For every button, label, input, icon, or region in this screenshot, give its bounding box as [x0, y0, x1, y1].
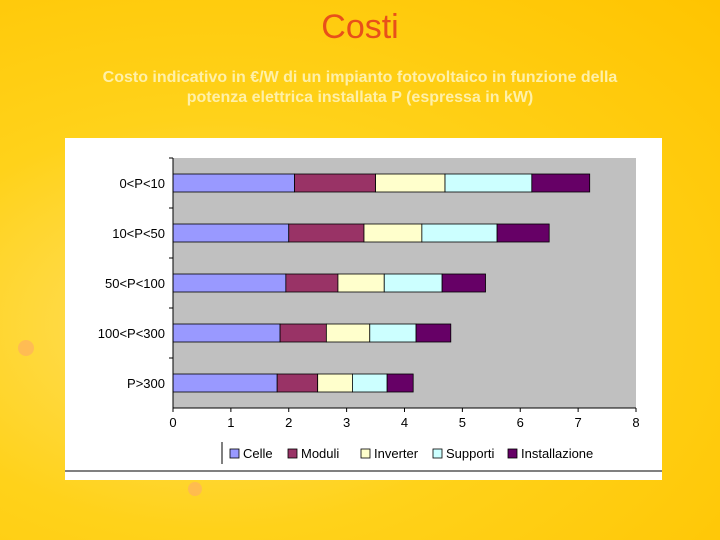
subtitle-line-2: potenza elettrica installata P (espressa… [186, 89, 534, 106]
y-tick-label-2: 50<P<100 [105, 276, 165, 291]
bar-moduli-2 [285, 273, 339, 293]
legend-swatch-installazione [507, 448, 518, 459]
slide-title: Costi [321, 8, 399, 46]
legend-swatch-moduli [287, 448, 298, 459]
x-tick-label-3: 3 [343, 415, 350, 430]
bar-inverter-3 [325, 323, 371, 343]
x-tick-label-8: 8 [632, 415, 639, 430]
y-tick-label-3: 100<P<300 [98, 326, 165, 341]
bar-inverter-0 [375, 173, 446, 193]
bar-installazione-4 [386, 373, 414, 393]
x-tick-label-6: 6 [517, 415, 524, 430]
bar-supporti-0 [444, 173, 533, 193]
bar-celle-2 [172, 273, 287, 293]
bar-moduli-3 [279, 323, 327, 343]
chart-panel: 0<P<10 10<P<50 50<P<100 100<P<300 P>300 0 1 2 3 4… [65, 138, 662, 480]
bar-installazione-1 [496, 223, 550, 243]
bar-supporti-4 [352, 373, 388, 393]
subtitle-line-1: Costo indicativo in €/W di un impianto f… [102, 69, 618, 86]
stacked-bar-chart: 0<P<10 10<P<50 50<P<100 100<P<300 P>300 0 1 2 3 4… [65, 157, 662, 472]
bar-moduli-0 [294, 173, 376, 193]
bar-inverter-4 [317, 373, 353, 393]
legend-label-moduli: Moduli [301, 446, 339, 461]
legend-label-celle: Celle [243, 446, 273, 461]
y-tick-label-1: 10<P<50 [112, 226, 165, 241]
x-tick-label-4: 4 [401, 415, 408, 430]
legend-label-inverter: Inverter [374, 446, 419, 461]
bar-inverter-1 [363, 223, 423, 243]
bars-layer [172, 173, 591, 393]
y-tick-label-4: P>300 [127, 376, 165, 391]
legend-label-installazione: Installazione [521, 446, 593, 461]
bar-moduli-4 [276, 373, 319, 393]
x-tick-label-2: 2 [285, 415, 292, 430]
legend-label-supporti: Supporti [446, 446, 495, 461]
bar-installazione-3 [415, 323, 452, 343]
bar-celle-4 [172, 373, 278, 393]
x-tick-label-5: 5 [459, 415, 466, 430]
legend-swatch-supporti [432, 448, 443, 459]
bar-inverter-2 [337, 273, 385, 293]
decor-glow-bottom [188, 482, 202, 496]
bar-supporti-2 [383, 273, 443, 293]
legend-swatch-celle [229, 448, 240, 459]
legend-swatch-inverter [360, 448, 371, 459]
x-tick-label-7: 7 [575, 415, 582, 430]
bar-celle-3 [172, 323, 281, 343]
x-tick-label-0: 0 [169, 415, 176, 430]
slide-subtitle: Costo indicativo in €/W di un impianto f… [20, 68, 700, 108]
bar-installazione-0 [531, 173, 591, 193]
bar-celle-1 [172, 223, 290, 243]
x-tick-label-1: 1 [227, 415, 234, 430]
bar-celle-0 [172, 173, 295, 193]
bar-installazione-2 [441, 273, 486, 293]
axis-layer: 0<P<10 10<P<50 50<P<100 100<P<300 P>300 0 1 2 3 4… [98, 157, 640, 430]
bar-moduli-1 [288, 223, 365, 243]
y-tick-label-0: 0<P<10 [119, 176, 165, 191]
bar-supporti-1 [421, 223, 498, 243]
bar-supporti-3 [369, 323, 417, 343]
legend: Celle Moduli Inverter Supporti Installazione [221, 442, 593, 464]
decor-glow-left [18, 340, 34, 356]
